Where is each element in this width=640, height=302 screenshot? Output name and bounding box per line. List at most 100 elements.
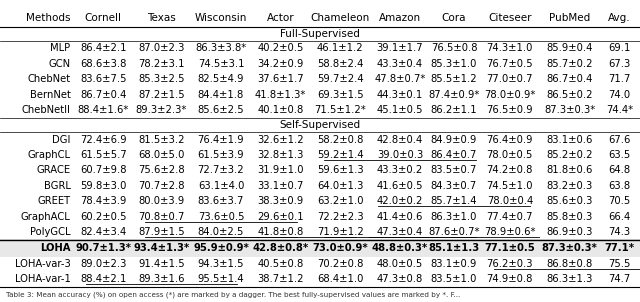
Text: 72.7±3.2: 72.7±3.2 [198, 165, 244, 175]
Text: 89.3±1.6: 89.3±1.6 [138, 274, 184, 284]
Text: Actor: Actor [267, 13, 294, 23]
Text: LOHA-var-3: LOHA-var-3 [15, 259, 70, 269]
Text: 82.4±3.4: 82.4±3.4 [80, 227, 126, 237]
Text: 86.7±0.4: 86.7±0.4 [547, 74, 593, 84]
Text: 46.1±1.2: 46.1±1.2 [317, 43, 364, 53]
Text: 87.6±0.7*: 87.6±0.7* [428, 227, 480, 237]
Text: 86.8±0.8: 86.8±0.8 [547, 259, 593, 269]
Text: 78.0±0.9*: 78.0±0.9* [484, 90, 536, 100]
Text: 85.6±2.5: 85.6±2.5 [198, 105, 244, 115]
Text: GCN: GCN [49, 59, 70, 69]
Text: 75.6±2.8: 75.6±2.8 [138, 165, 184, 175]
Text: 77.1±0.5: 77.1±0.5 [484, 243, 535, 253]
Text: 85.5±1.2: 85.5±1.2 [431, 74, 477, 84]
Text: 86.7±0.4: 86.7±0.4 [80, 90, 126, 100]
Text: 83.6±3.7: 83.6±3.7 [198, 196, 244, 206]
Text: 68.0±5.0: 68.0±5.0 [138, 150, 184, 160]
Text: 76.2±0.3: 76.2±0.3 [486, 259, 533, 269]
Text: 78.0±0.5: 78.0±0.5 [486, 150, 533, 160]
Text: 83.1±0.6: 83.1±0.6 [547, 135, 593, 145]
Text: 90.7±1.3*: 90.7±1.3* [75, 243, 131, 253]
Text: LOHA: LOHA [40, 243, 70, 253]
Text: PubMed: PubMed [549, 13, 590, 23]
Text: BGRL: BGRL [44, 181, 70, 191]
Text: 80.0±3.9: 80.0±3.9 [138, 196, 184, 206]
Text: 94.3±1.5: 94.3±1.5 [198, 259, 244, 269]
Text: 85.8±0.3: 85.8±0.3 [547, 212, 593, 222]
Text: 76.4±0.9: 76.4±0.9 [486, 135, 533, 145]
Text: Chameleon: Chameleon [310, 13, 370, 23]
Text: 74.9±0.8: 74.9±0.8 [486, 274, 533, 284]
Text: 63.5: 63.5 [609, 150, 631, 160]
Text: Cora: Cora [442, 13, 466, 23]
Text: 66.4: 66.4 [609, 212, 631, 222]
Text: 86.4±0.7: 86.4±0.7 [431, 150, 477, 160]
Text: 74.4*: 74.4* [606, 105, 633, 115]
Text: 71.7: 71.7 [609, 74, 631, 84]
Text: 85.9±0.4: 85.9±0.4 [547, 43, 593, 53]
Text: Amazon: Amazon [379, 13, 421, 23]
Text: 69.1: 69.1 [609, 43, 631, 53]
Text: MLP: MLP [51, 43, 70, 53]
Text: 41.8±0.8: 41.8±0.8 [257, 227, 304, 237]
Text: 64.0±1.3: 64.0±1.3 [317, 181, 364, 191]
Text: 45.1±0.5: 45.1±0.5 [377, 105, 423, 115]
Text: 43.3±0.2: 43.3±0.2 [377, 165, 423, 175]
Text: 70.7±2.8: 70.7±2.8 [138, 181, 184, 191]
Text: 47.3±0.4: 47.3±0.4 [377, 227, 423, 237]
Text: 68.6±3.8: 68.6±3.8 [80, 59, 126, 69]
Text: Methods: Methods [26, 13, 70, 23]
Text: 74.5±3.1: 74.5±3.1 [198, 59, 244, 69]
Text: 85.6±0.3: 85.6±0.3 [547, 196, 593, 206]
Text: 72.4±6.9: 72.4±6.9 [80, 135, 127, 145]
Text: 87.4±0.9*: 87.4±0.9* [428, 90, 479, 100]
Text: Self-Supervised: Self-Supervised [280, 120, 360, 130]
Text: Table 3: Mean accuracy (%) on open access (*) are marked by a dagger. The best f: Table 3: Mean accuracy (%) on open acces… [6, 291, 461, 298]
Text: 74.7: 74.7 [609, 274, 631, 284]
Text: GRACE: GRACE [36, 165, 70, 175]
Text: 38.3±0.9: 38.3±0.9 [257, 196, 304, 206]
Text: 48.8±0.3*: 48.8±0.3* [372, 243, 428, 253]
Text: 85.3±2.5: 85.3±2.5 [138, 74, 184, 84]
Text: 42.8±0.4: 42.8±0.4 [377, 135, 423, 145]
Text: Wisconsin: Wisconsin [195, 13, 247, 23]
Text: 89.0±2.3: 89.0±2.3 [80, 259, 126, 269]
Text: 59.8±3.0: 59.8±3.0 [80, 181, 126, 191]
Text: 40.1±0.8: 40.1±0.8 [257, 105, 304, 115]
Text: 43.3±0.4: 43.3±0.4 [377, 59, 423, 69]
Text: 69.3±1.5: 69.3±1.5 [317, 90, 364, 100]
Text: 40.5±0.8: 40.5±0.8 [257, 259, 304, 269]
Text: 58.8±2.4: 58.8±2.4 [317, 59, 364, 69]
Text: 41.6±0.5: 41.6±0.5 [377, 181, 423, 191]
Text: 84.3±0.7: 84.3±0.7 [431, 181, 477, 191]
Text: 86.3±1.3: 86.3±1.3 [547, 274, 593, 284]
Text: 71.9±1.2: 71.9±1.2 [317, 227, 364, 237]
Text: PolyGCL: PolyGCL [30, 227, 70, 237]
Text: 71.5±1.2*: 71.5±1.2* [314, 105, 366, 115]
Text: 40.2±0.5: 40.2±0.5 [257, 43, 304, 53]
Text: 85.7±0.2: 85.7±0.2 [547, 59, 593, 69]
Text: 68.4±1.0: 68.4±1.0 [317, 274, 364, 284]
Text: 76.4±1.9: 76.4±1.9 [198, 135, 244, 145]
Text: 63.2±1.0: 63.2±1.0 [317, 196, 364, 206]
Text: 33.1±0.7: 33.1±0.7 [257, 181, 304, 191]
Text: 95.9±0.9*: 95.9±0.9* [193, 243, 249, 253]
Text: ChebNet: ChebNet [28, 74, 70, 84]
Text: 34.2±0.9: 34.2±0.9 [257, 59, 304, 69]
Text: 83.5±1.0: 83.5±1.0 [431, 274, 477, 284]
Text: 59.7±2.4: 59.7±2.4 [317, 74, 364, 84]
Text: 78.9±0.6*: 78.9±0.6* [484, 227, 536, 237]
Text: GREET: GREET [37, 196, 70, 206]
Text: 76.5±0.8: 76.5±0.8 [431, 43, 477, 53]
Text: 74.0: 74.0 [609, 90, 631, 100]
Text: 77.4±0.7: 77.4±0.7 [486, 212, 533, 222]
Text: 85.1±1.3: 85.1±1.3 [428, 243, 479, 253]
Text: 77.0±0.7: 77.0±0.7 [486, 74, 533, 84]
Text: 87.2±1.5: 87.2±1.5 [138, 90, 184, 100]
Text: 70.8±0.7: 70.8±0.7 [138, 212, 184, 222]
Text: 86.2±1.1: 86.2±1.1 [431, 105, 477, 115]
Text: 86.3±1.0: 86.3±1.0 [431, 212, 477, 222]
Text: 86.5±0.2: 86.5±0.2 [547, 90, 593, 100]
Text: 74.3±1.0: 74.3±1.0 [486, 43, 533, 53]
Text: 85.3±1.0: 85.3±1.0 [431, 59, 477, 69]
